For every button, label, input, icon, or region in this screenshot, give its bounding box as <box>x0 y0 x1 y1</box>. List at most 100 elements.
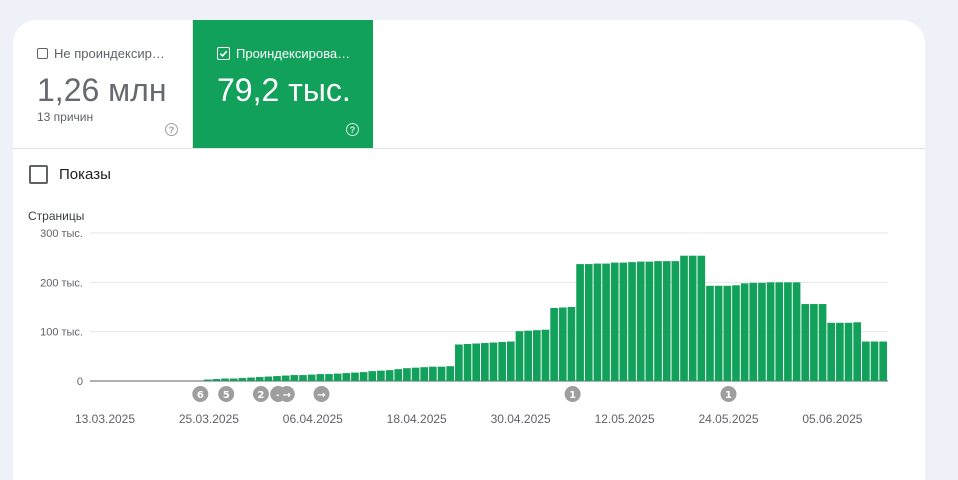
annotation-marker[interactable]: → <box>313 386 330 402</box>
bar[interactable] <box>515 331 524 381</box>
x-tick-label: 06.04.2025 <box>283 412 343 426</box>
bar[interactable] <box>411 367 420 381</box>
indexed-tile[interactable]: Проиндексирова… 79,2 тыс. ? <box>193 20 373 148</box>
annotation-circle <box>564 386 581 402</box>
bar[interactable] <box>455 344 463 381</box>
x-tick-label: 13.03.2025 <box>75 412 135 426</box>
bar[interactable] <box>706 285 714 381</box>
bar[interactable] <box>576 264 584 381</box>
not-indexed-checkbox[interactable] <box>37 48 48 59</box>
bar[interactable] <box>697 255 706 381</box>
x-tick-label: 05.06.2025 <box>802 412 862 426</box>
bar[interactable] <box>489 342 498 381</box>
bar[interactable] <box>420 367 429 381</box>
bar[interactable] <box>567 307 576 381</box>
bar[interactable] <box>628 262 636 381</box>
annotation-marker[interactable]: 6 <box>192 386 209 402</box>
bar[interactable] <box>801 304 810 381</box>
bar[interactable] <box>654 261 662 381</box>
bar[interactable] <box>870 341 879 381</box>
bar[interactable] <box>610 262 619 381</box>
bar[interactable] <box>671 261 680 381</box>
bar[interactable] <box>680 255 688 381</box>
help-icon[interactable]: ? <box>346 123 359 136</box>
bar[interactable] <box>879 341 887 381</box>
annotation-marker[interactable]: 1 <box>564 386 581 402</box>
bar[interactable] <box>333 373 342 381</box>
bar[interactable] <box>446 366 455 381</box>
bar[interactable] <box>749 282 758 381</box>
bar[interactable] <box>636 261 645 381</box>
bar[interactable] <box>827 322 836 381</box>
bar[interactable] <box>238 378 247 381</box>
bar[interactable] <box>584 264 593 381</box>
bar[interactable] <box>394 369 403 381</box>
bar[interactable] <box>281 375 290 381</box>
impressions-checkbox[interactable] <box>29 165 48 184</box>
bar[interactable] <box>463 344 472 381</box>
bar[interactable] <box>766 282 775 381</box>
annotation-marker[interactable]: 5 <box>218 386 235 402</box>
help-icon[interactable]: ? <box>165 123 178 136</box>
bar[interactable] <box>437 366 446 381</box>
bar[interactable] <box>368 371 377 381</box>
bar[interactable] <box>853 322 862 381</box>
bar[interactable] <box>541 329 550 381</box>
bar[interactable] <box>619 262 628 381</box>
bar[interactable] <box>472 343 481 381</box>
bar[interactable] <box>221 378 229 381</box>
bar[interactable] <box>732 285 740 381</box>
bar[interactable] <box>758 282 766 381</box>
bar[interactable] <box>498 342 506 381</box>
bar[interactable] <box>429 366 437 381</box>
bar[interactable] <box>229 378 238 381</box>
bar[interactable] <box>506 341 515 381</box>
bar[interactable] <box>316 374 325 381</box>
impressions-toggle[interactable]: Показы <box>29 165 111 184</box>
bar[interactable] <box>836 322 844 381</box>
bar[interactable] <box>351 372 359 381</box>
bar[interactable] <box>359 372 368 381</box>
bar[interactable] <box>307 374 316 381</box>
bar[interactable] <box>203 379 212 381</box>
bar[interactable] <box>593 263 602 381</box>
bar[interactable] <box>325 374 333 381</box>
indexed-checkbox[interactable] <box>217 47 230 60</box>
bar[interactable] <box>403 368 411 381</box>
bar[interactable] <box>662 261 671 381</box>
bar[interactable] <box>714 285 723 381</box>
bar[interactable] <box>818 304 827 381</box>
bar[interactable] <box>688 255 697 381</box>
bar[interactable] <box>532 330 541 381</box>
bar[interactable] <box>385 370 394 381</box>
bar[interactable] <box>844 322 853 381</box>
bar[interactable] <box>299 375 307 381</box>
bar[interactable] <box>775 282 784 381</box>
not-indexed-tile[interactable]: Не проиндексир… 1,26 млн 13 причин ? <box>13 20 193 148</box>
bar[interactable] <box>273 376 281 381</box>
bar[interactable] <box>723 285 732 381</box>
bar[interactable] <box>740 283 749 381</box>
bar[interactable] <box>524 330 532 381</box>
bar[interactable] <box>550 307 558 381</box>
indexed-header: Проиндексирова… <box>217 46 350 61</box>
annotation-marker[interactable]: → <box>278 386 295 402</box>
bar[interactable] <box>247 377 255 381</box>
bar[interactable] <box>810 304 818 381</box>
bar[interactable] <box>342 373 351 381</box>
bar[interactable] <box>377 370 385 381</box>
bar[interactable] <box>264 376 273 381</box>
bar[interactable] <box>255 377 264 381</box>
bar[interactable] <box>481 343 489 381</box>
bar[interactable] <box>862 341 870 381</box>
bar[interactable] <box>602 263 610 381</box>
y-tick-label: 200 тыс. <box>40 277 83 289</box>
bar[interactable] <box>558 307 567 381</box>
bar[interactable] <box>290 375 299 381</box>
bar[interactable] <box>792 282 801 381</box>
annotation-marker[interactable]: 2 <box>252 386 269 402</box>
bar[interactable] <box>645 261 654 381</box>
annotation-marker[interactable]: 1 <box>720 386 737 402</box>
bar[interactable] <box>784 282 792 381</box>
bar[interactable] <box>212 379 221 381</box>
